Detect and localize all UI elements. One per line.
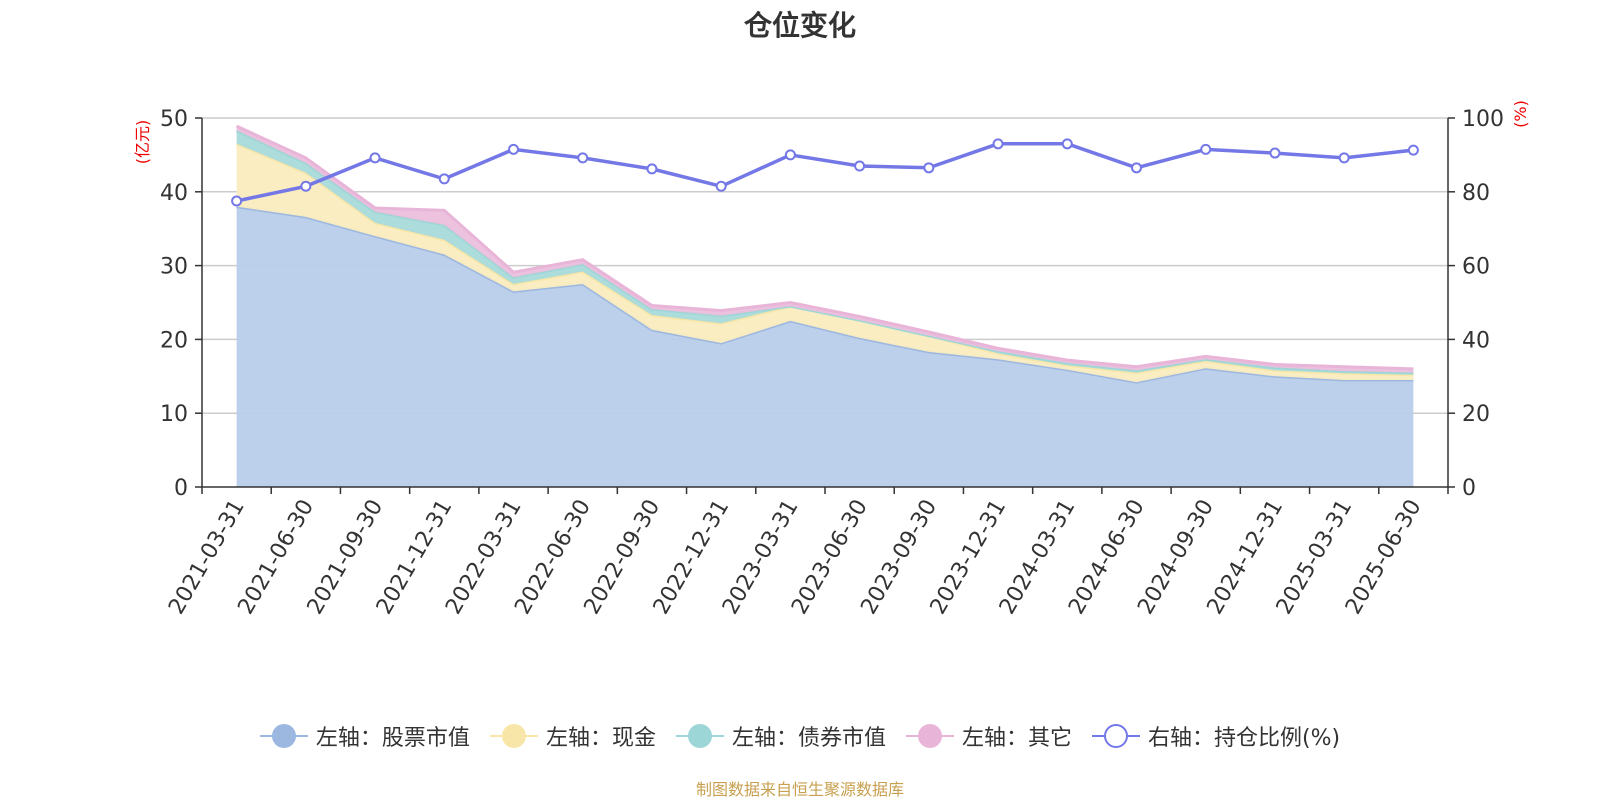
right-tick-label: 60: [1462, 255, 1490, 280]
chart-title: 仓位变化: [743, 9, 856, 42]
legend-item[interactable]: 左轴：债券市值: [675, 720, 886, 752]
right-axis-unit: (%): [1511, 100, 1530, 128]
holding-ratio-point: [784, 149, 796, 161]
legend-marker-icon: [1091, 721, 1140, 751]
legend-label: 左轴：股票市值: [315, 726, 470, 751]
area-series-2: [236, 130, 1414, 375]
holding-ratio-point: [1200, 143, 1212, 155]
legend-marker-icon: [259, 721, 308, 751]
right-tick-label: 0: [1462, 476, 1476, 501]
legend-label: 左轴：其它: [961, 726, 1072, 751]
stacked-areas: [235, 124, 1414, 487]
area-series-1: [236, 143, 1414, 383]
holding-ratio-point: [1131, 162, 1142, 174]
left-tick-label: 10: [160, 402, 188, 427]
holding-ratio-point: [577, 152, 589, 164]
holding-ratio-line: [231, 138, 1419, 207]
holding-ratio-point: [1061, 138, 1073, 150]
holding-ratio-point: [369, 152, 381, 164]
right-tick-label: 80: [1462, 181, 1490, 206]
left-tick-label: 40: [160, 181, 188, 206]
left-tick-label: 50: [160, 107, 188, 132]
legend-item[interactable]: 左轴：现金: [489, 720, 656, 752]
chart-canvas: 010203040500204060801002021-03-312021-06…: [133, 100, 1530, 619]
holding-ratio-point: [438, 173, 450, 185]
holding-ratio-point: [715, 180, 727, 192]
holding-ratio-point: [231, 195, 243, 207]
legend-marker-icon: [675, 721, 724, 751]
holding-ratio-point: [300, 180, 312, 192]
holding-ratio-point: [508, 143, 519, 155]
left-axis-unit: (亿元): [133, 120, 152, 165]
legend-marker-icon: [905, 721, 954, 751]
left-tick-label: 30: [160, 255, 188, 280]
holding-ratio-point: [854, 160, 866, 172]
right-tick-label: 40: [1462, 328, 1490, 353]
right-tick-label: 20: [1462, 402, 1490, 427]
data-source-note: 制图数据来自恒生聚源数据库: [695, 780, 904, 799]
legend: 左轴：股票市值 左轴：现金 左轴：债券市值 左轴：其它 右轴：持仓比例(%): [0, 720, 1600, 752]
legend-label: 左轴：债券市值: [731, 726, 886, 751]
legend-item[interactable]: 左轴：其它: [905, 720, 1072, 752]
right-tick-label: 100: [1462, 107, 1504, 132]
holding-ratio-point: [992, 138, 1004, 150]
area-series-0: [236, 206, 1414, 487]
legend-marker-icon: [489, 721, 538, 751]
legend-label: 左轴：现金: [545, 726, 656, 751]
area-series-edge-3: [235, 124, 1414, 371]
holding-ratio-point: [923, 162, 935, 174]
legend-item[interactable]: 左轴：股票市值: [259, 720, 470, 752]
holding-ratio-path: [236, 142, 1414, 203]
left-tick-label: 20: [160, 328, 188, 353]
holding-ratio-point: [1269, 147, 1281, 159]
left-tick-label: 0: [174, 476, 188, 501]
holding-ratio-point: [1407, 144, 1419, 156]
legend-item[interactable]: 右轴：持仓比例(%): [1091, 720, 1341, 752]
holding-ratio-point: [1338, 152, 1350, 164]
holding-ratio-point: [646, 163, 658, 175]
legend-label: 右轴：持仓比例(%): [1147, 726, 1341, 751]
